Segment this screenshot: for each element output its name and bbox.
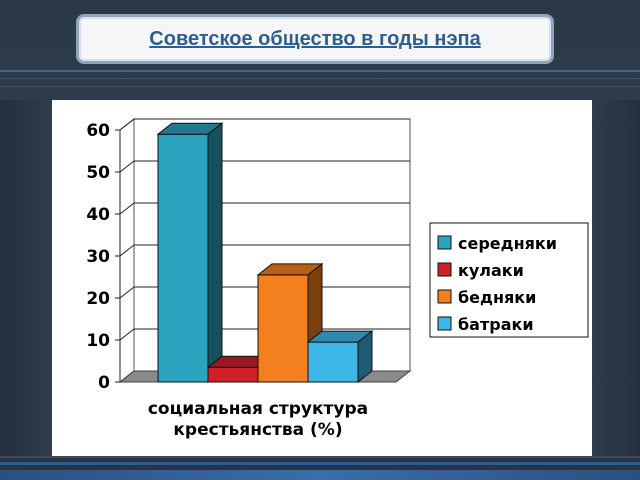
y-tick-label: 40 [86, 205, 110, 225]
bar-батраки[interactable] [306, 330, 374, 384]
bar-бедняки[interactable] [256, 262, 324, 384]
bar-середняки[interactable] [156, 122, 224, 384]
bar-side [357, 330, 373, 384]
legend-label: бедняки [458, 288, 536, 307]
decor-stripe [0, 462, 640, 465]
y-tick-label: 20 [86, 289, 110, 309]
y-tick-label: 10 [86, 331, 110, 351]
y-tick-label: 30 [86, 247, 110, 267]
bar-front [157, 133, 209, 383]
legend-swatch [437, 235, 452, 250]
decor-stripe [0, 86, 640, 87]
legend-label: середняки [458, 234, 557, 253]
slide-title: Советское общество в годы нэпа [149, 27, 481, 50]
y-tick-label: 0 [98, 373, 110, 393]
legend-label: батраки [458, 315, 534, 334]
decor-stripe [0, 70, 640, 72]
gridline [119, 244, 410, 257]
gridline [119, 118, 410, 131]
bar-front [207, 366, 259, 383]
decor-bottom-band [0, 470, 640, 480]
y-tick-label: 60 [86, 121, 110, 141]
x-axis-category-label: социальная структура [148, 399, 368, 419]
legend-label: кулаки [458, 261, 524, 280]
gridline [119, 160, 410, 173]
legend-item: бедняки [437, 288, 536, 307]
decor-stripe [0, 78, 640, 79]
legend-item: середняки [437, 234, 557, 253]
bar-chart: 0 10 20 30 40 50 60 середняки кулаки бедняки батр… [86, 117, 589, 440]
legend-item: кулаки [437, 261, 524, 280]
decor-stripe [0, 456, 640, 458]
legend-box [429, 222, 589, 338]
bar-front [257, 274, 309, 383]
legend-item: батраки [437, 315, 534, 334]
decor-side-panel [0, 100, 52, 456]
y-tick-label: 50 [86, 163, 110, 183]
legend-swatch [437, 289, 452, 304]
decor-side-panel [592, 100, 640, 456]
x-axis-category-label: крестьянства (%) [173, 420, 342, 440]
legend-swatch [437, 316, 452, 331]
chart-panel: 0 10 20 30 40 50 60 середняки кулаки бедняки батр… [52, 100, 592, 456]
gridline [119, 202, 410, 215]
legend-swatch [437, 262, 452, 277]
slide-title-box: Советское общество в годы нэпа [76, 14, 554, 64]
bar-front [307, 341, 359, 383]
bar-side [207, 122, 223, 384]
